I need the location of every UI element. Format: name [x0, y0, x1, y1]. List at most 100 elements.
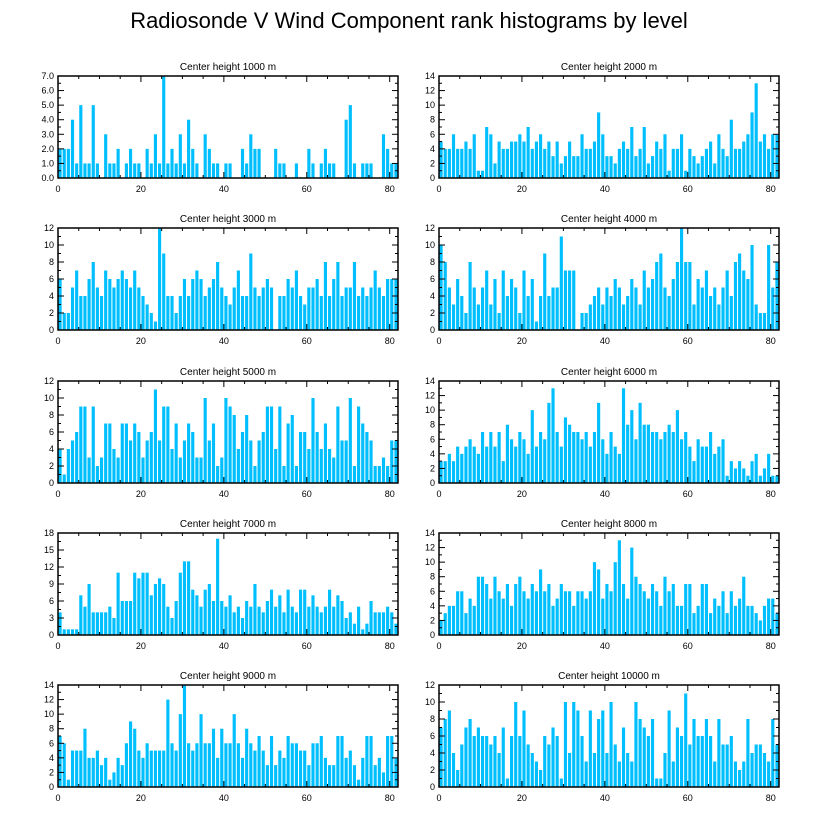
chart-panel-10: Center height 10000 m 0 2 4 6 8 10 12 0 20 40 60 80 [425, 671, 780, 803]
bar [153, 321, 158, 330]
bar [166, 163, 170, 178]
bar [767, 761, 771, 787]
bar [91, 262, 95, 330]
bar [713, 598, 717, 635]
bar [352, 466, 357, 483]
bar [650, 584, 655, 635]
bar [456, 446, 460, 483]
bar [679, 605, 684, 635]
y-tick-label: 10 [425, 405, 435, 415]
bar [709, 432, 713, 483]
bar [468, 719, 472, 787]
bar [655, 141, 659, 178]
bar [451, 605, 456, 635]
bar [621, 304, 626, 330]
bar [497, 313, 501, 330]
bar [750, 245, 754, 330]
bar [762, 753, 767, 787]
bar [692, 461, 696, 483]
bar [282, 466, 286, 483]
bar [671, 761, 675, 787]
bar [634, 576, 638, 635]
bar [294, 163, 298, 178]
bar [116, 148, 120, 178]
bar [344, 119, 348, 178]
bar [128, 287, 133, 330]
bar [394, 623, 398, 635]
bar [543, 439, 547, 483]
bar [659, 148, 663, 178]
bar [493, 279, 497, 330]
bar [66, 779, 70, 787]
bar [352, 163, 357, 178]
bar [460, 744, 464, 787]
bar [253, 148, 257, 178]
y-tick-label: 12 [44, 376, 54, 386]
bar [456, 148, 460, 178]
bar [170, 296, 174, 330]
bar [211, 601, 216, 635]
bar [733, 468, 738, 483]
bar [158, 578, 162, 635]
bar [551, 287, 555, 330]
bar [369, 287, 373, 330]
bar [675, 410, 679, 483]
bar [137, 287, 141, 330]
bar [236, 449, 240, 483]
bar [348, 612, 352, 635]
bar [344, 757, 348, 787]
bar [311, 743, 315, 787]
bar [203, 134, 207, 178]
y-tick-label: 2 [430, 765, 435, 775]
bar [638, 402, 642, 483]
bar [485, 584, 489, 635]
bar [559, 446, 563, 483]
bar [253, 584, 257, 635]
chart-panel-2: Center height 2000 m 0 2 4 6 8 10 12 14 0 20 40 60 80 [425, 62, 780, 194]
x-tick-label: 0 [436, 336, 441, 346]
y-tick-label: 3.0 [41, 129, 54, 139]
bar [253, 466, 257, 483]
bar [713, 761, 717, 787]
bar [274, 606, 278, 635]
bar [539, 134, 543, 178]
bar [696, 163, 700, 178]
bar [733, 148, 738, 178]
bar [257, 736, 261, 787]
bar [87, 457, 91, 483]
y-tick-label: 4 [49, 291, 54, 301]
bar [505, 148, 509, 178]
bar [141, 572, 145, 635]
bar [133, 423, 137, 483]
bar [195, 743, 199, 787]
bar [145, 304, 149, 330]
bar [87, 584, 91, 635]
bar [323, 423, 328, 483]
bar [62, 743, 66, 787]
bar [315, 432, 319, 483]
y-tick-label: 4 [430, 291, 435, 301]
bar [688, 446, 692, 483]
bar [592, 296, 597, 330]
bar [485, 446, 489, 483]
bar [493, 163, 497, 178]
bar [767, 245, 771, 330]
bar [203, 589, 207, 635]
y-tick-label: 4 [49, 753, 54, 763]
bar [145, 572, 149, 635]
bar [381, 772, 386, 787]
bar [530, 279, 534, 330]
bar [771, 475, 775, 483]
bar [228, 406, 232, 483]
bar [328, 163, 332, 178]
bar [95, 750, 99, 787]
bar [621, 727, 626, 787]
bar [530, 148, 534, 178]
bar [203, 743, 207, 787]
bar [584, 432, 588, 483]
bar [738, 598, 742, 635]
bar [539, 770, 543, 787]
bar [514, 141, 518, 178]
bar [158, 440, 162, 483]
